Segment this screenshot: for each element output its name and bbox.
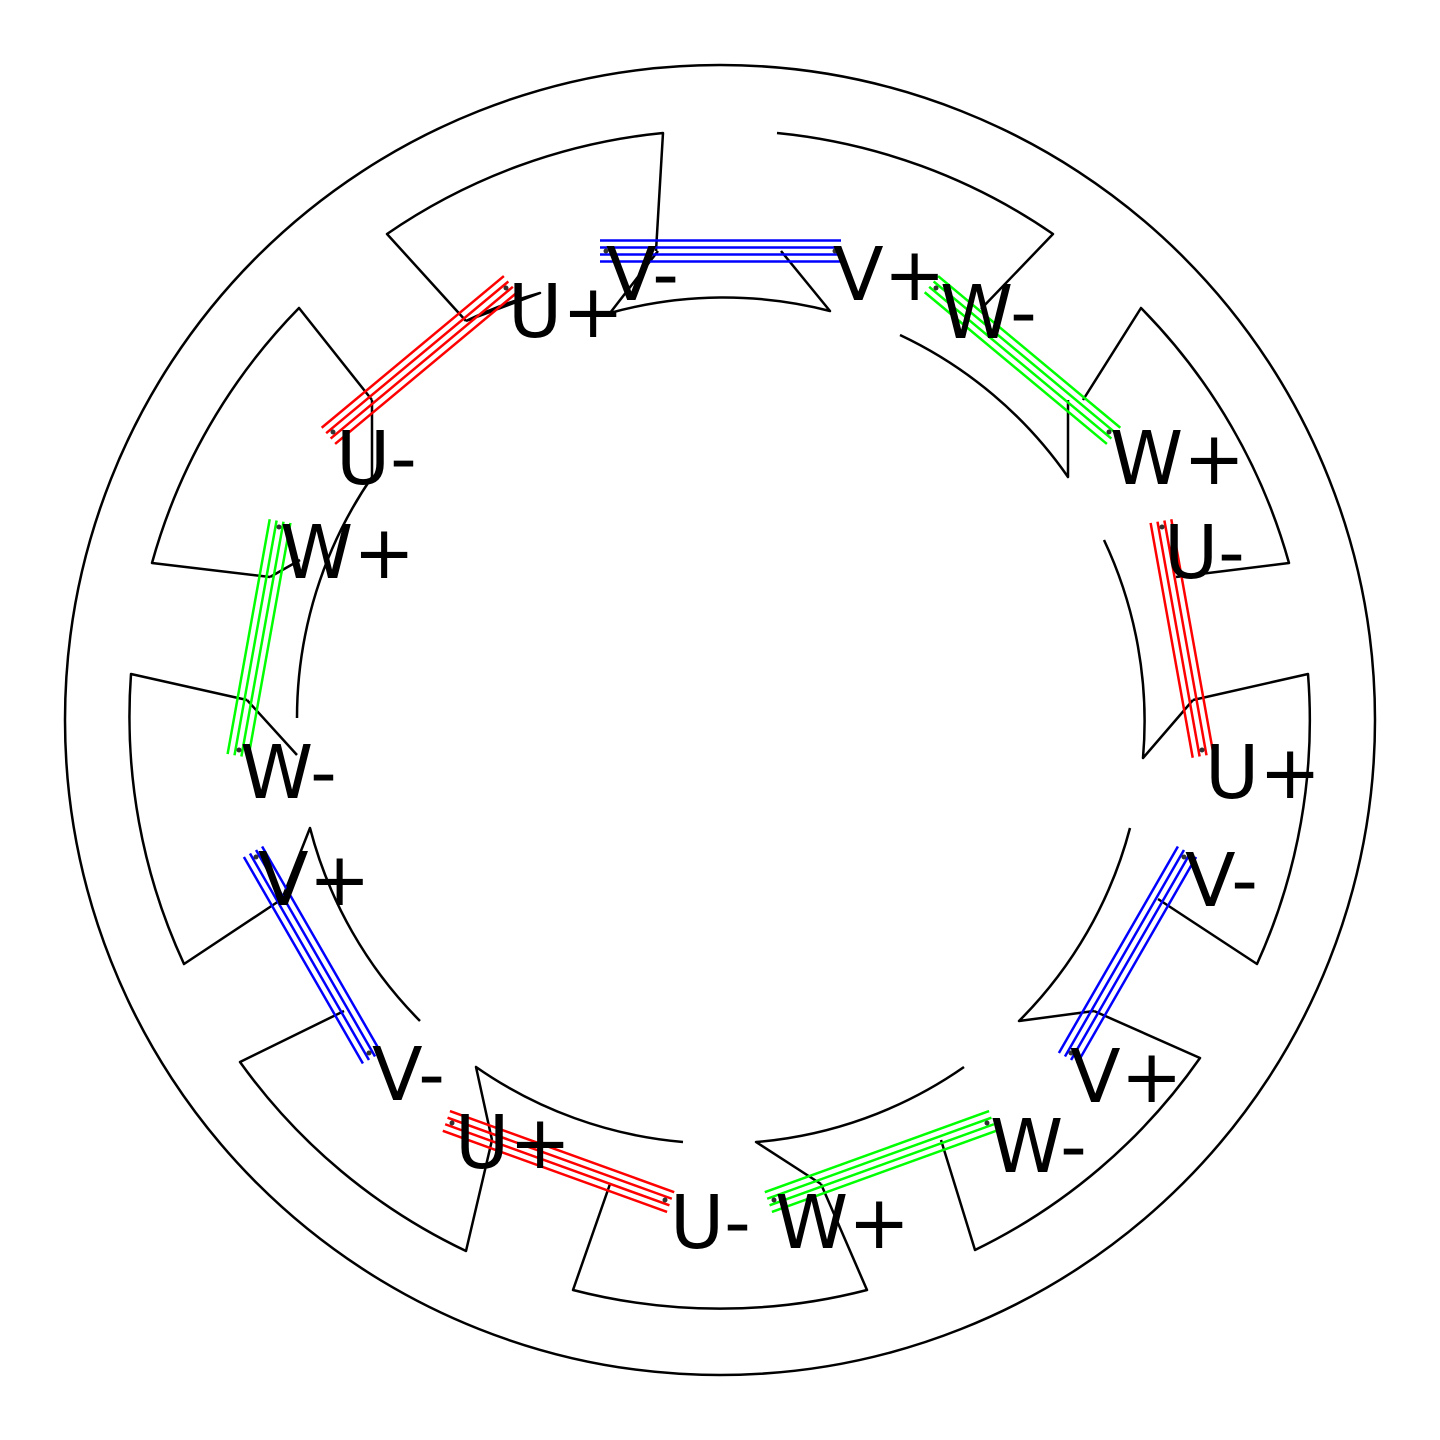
coil-wire [226, 519, 271, 755]
coil-wire [320, 275, 505, 429]
coil-wire [1163, 520, 1208, 756]
terminal-label: V+ [1070, 1034, 1183, 1120]
terminal-label: W- [240, 730, 337, 816]
terminal-label: U+ [455, 1100, 571, 1186]
terminal-dot [330, 429, 336, 435]
pole-shoe [609, 250, 832, 315]
coil-wire [1069, 852, 1192, 1061]
coil-wire [1076, 856, 1198, 1065]
pole-shoe [1102, 539, 1194, 760]
terminal-dot [449, 1120, 455, 1126]
coil-v [600, 239, 841, 263]
terminal-dot [276, 524, 282, 530]
terminal-dot [1181, 854, 1187, 860]
coil-wire [242, 856, 364, 1065]
terminal-label: V- [606, 232, 679, 318]
coil-wire [1063, 849, 1186, 1058]
coil-wire [928, 285, 1113, 440]
coil-windings [226, 239, 1215, 1214]
coil-w [764, 1109, 997, 1214]
coil-wire [325, 280, 510, 435]
coil-wire [937, 275, 1122, 429]
terminal-label: U+ [1205, 730, 1321, 816]
coil-w [226, 519, 292, 758]
pole-shoe [474, 1065, 684, 1144]
coil-wire [248, 852, 371, 1061]
terminal-label: U+ [508, 269, 624, 355]
coil-wire [247, 522, 292, 758]
coil-wire [329, 285, 514, 440]
coil-wire [923, 291, 1108, 445]
coil-wire [1149, 522, 1194, 758]
terminal-label: V- [372, 1032, 445, 1118]
stator-pole [150, 306, 373, 579]
coil-wire [771, 1129, 997, 1214]
terminal-dot [984, 1120, 990, 1126]
stator-outline [63, 63, 1377, 1377]
terminal-label: U- [670, 1180, 751, 1266]
terminal-label: V- [1185, 838, 1258, 924]
stator-pole [571, 1183, 869, 1310]
coil-wire [233, 520, 278, 756]
coil-wire [449, 1109, 675, 1194]
terminal-label: W+ [775, 1180, 910, 1266]
coil-wire [769, 1123, 995, 1207]
coil-wire [1057, 845, 1179, 1054]
coil-wire [334, 291, 519, 445]
pole-shoe [280, 826, 421, 1022]
coil-wire [240, 521, 285, 757]
stator-outer-ring [63, 63, 1377, 1377]
terminal-labels: U+U-V- V+W-W+U-U+V-V+W-W+U-U+V-V+W-W+ [240, 232, 1321, 1266]
terminal-label: V+ [833, 232, 946, 318]
coil-wire [447, 1116, 673, 1200]
stator-pole [128, 672, 283, 966]
coil-u [1149, 519, 1215, 758]
stator-pole [1081, 306, 1291, 579]
terminal-dot [832, 248, 838, 254]
pole-shoe [754, 1065, 965, 1186]
terminal-label: W+ [280, 510, 415, 596]
coil-wire [442, 1129, 668, 1214]
coil-u [320, 275, 519, 445]
terminal-dot [1159, 524, 1165, 530]
coil-wire [254, 849, 377, 1058]
terminal-label: V+ [258, 837, 371, 923]
terminal-dot [603, 248, 609, 254]
pole-shoe [1017, 827, 1132, 1023]
terminal-label: W- [940, 270, 1037, 356]
terminal-dot [1106, 429, 1112, 435]
coil-v [242, 845, 383, 1065]
coil-wire [444, 1123, 670, 1207]
terminal-label: W+ [1110, 416, 1245, 502]
pole-shoe [295, 400, 374, 719]
terminal-dot [771, 1197, 777, 1203]
terminal-label: U- [336, 416, 417, 502]
terminal-dot [933, 285, 939, 291]
terminal-dot [662, 1197, 668, 1203]
coil-v [1057, 845, 1198, 1065]
pole-shoe [899, 333, 1070, 479]
terminal-dot [1199, 747, 1205, 753]
coil-wire [932, 280, 1117, 435]
terminal-dot [503, 285, 509, 291]
coil-u [442, 1109, 675, 1214]
stator-pole [238, 1009, 494, 1253]
terminal-dot [236, 747, 242, 753]
coil-wire [1170, 519, 1215, 755]
terminal-label: W- [990, 1104, 1087, 1190]
stator-pole [1157, 672, 1312, 966]
terminal-label: U- [1164, 510, 1245, 596]
stator-pole [776, 131, 1055, 310]
coil-wire [261, 845, 383, 1054]
coil-w [923, 275, 1122, 445]
terminal-dot [253, 854, 259, 860]
coil-wire [766, 1116, 992, 1200]
stator-pole [939, 1009, 1202, 1252]
terminal-dot [1068, 1050, 1074, 1056]
coil-wire [1156, 521, 1201, 757]
coil-wire [764, 1109, 990, 1194]
stator-pole [385, 131, 665, 322]
terminal-dot [366, 1050, 372, 1056]
